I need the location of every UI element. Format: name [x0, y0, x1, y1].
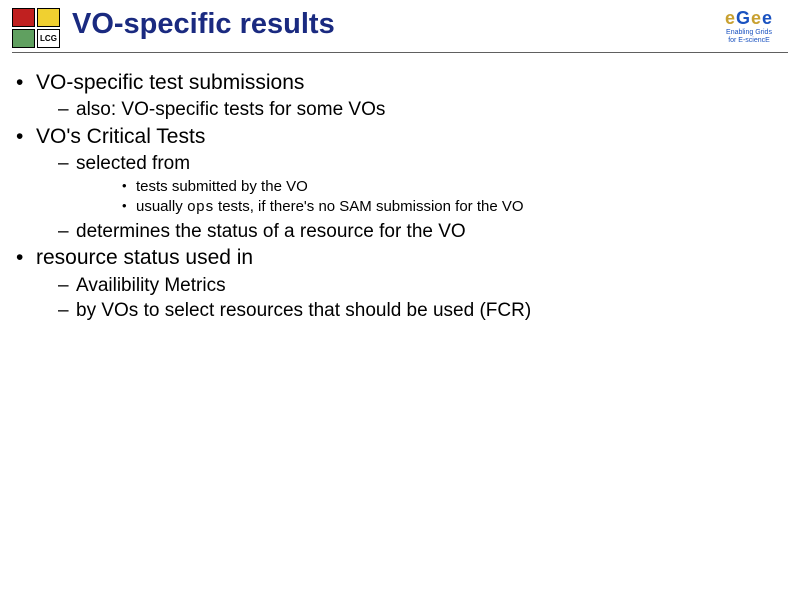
list-item: determines the status of a resource for … [36, 220, 788, 244]
bullet-list: also: VO-specific tests for some VOs [36, 98, 788, 122]
bullet-text: by VOs to select resources that should b… [76, 300, 531, 321]
list-item: by VOs to select resources that should b… [36, 299, 788, 323]
list-item: Availibility Metrics [36, 274, 788, 298]
lcg-label: LCG [40, 34, 57, 43]
bullet-list: selected from tests submitted by the VO … [36, 152, 788, 243]
lcg-cell [12, 8, 35, 27]
bullet-list: Availibility Metrics by VOs to select re… [36, 274, 788, 324]
bullet-text: usually [136, 198, 187, 215]
code-text: ops [187, 199, 214, 216]
lcg-cell [37, 8, 60, 27]
bullet-text: VO-specific test submissions [36, 71, 304, 94]
egee-tagline: for E-sciencE [728, 37, 770, 45]
egee-logo: eGee Enabling Grids for E-sciencE [710, 8, 788, 52]
lcg-cell: LCG [37, 29, 60, 48]
bullet-text: Availibility Metrics [76, 275, 226, 296]
bullet-text: also: VO-specific tests for some VOs [76, 99, 385, 120]
list-item: VO's Critical Tests selected from tests … [12, 124, 788, 243]
list-item: usually ops tests, if there's no SAM sub… [76, 198, 788, 218]
bullet-text: resource status used in [36, 246, 253, 269]
list-item: tests submitted by the VO [76, 178, 788, 197]
egee-letter: e [751, 8, 762, 28]
egee-letter: G [736, 8, 751, 28]
egee-wordmark: eGee [725, 8, 773, 29]
lcg-logo: LCG [12, 8, 60, 48]
egee-letter: e [725, 8, 736, 28]
lcg-cell [12, 29, 35, 48]
slide-body: VO-specific test submissions also: VO-sp… [0, 52, 800, 323]
list-item: VO-specific test submissions also: VO-sp… [12, 70, 788, 122]
bullet-list: tests submitted by the VO usually ops te… [76, 178, 788, 218]
bullet-text: tests, if there's no SAM submission for … [214, 198, 524, 215]
bullet-list: VO-specific test submissions also: VO-sp… [12, 70, 788, 323]
list-item: also: VO-specific tests for some VOs [36, 98, 788, 122]
header-rule [12, 52, 788, 53]
list-item: selected from tests submitted by the VO … [36, 152, 788, 217]
bullet-text: selected from [76, 153, 190, 174]
title-wrap: VO-specific results [60, 8, 702, 44]
egee-letter: e [762, 8, 773, 28]
bullet-text: determines the status of a resource for … [76, 221, 466, 242]
bullet-text: VO's Critical Tests [36, 125, 205, 148]
slide-title: VO-specific results [72, 8, 702, 44]
bullet-text: tests submitted by the VO [136, 178, 308, 195]
egee-tagline: Enabling Grids [726, 29, 772, 37]
list-item: resource status used in Availibility Met… [12, 245, 788, 323]
slide-header: LCG VO-specific results eGee Enabling Gr… [0, 0, 800, 52]
